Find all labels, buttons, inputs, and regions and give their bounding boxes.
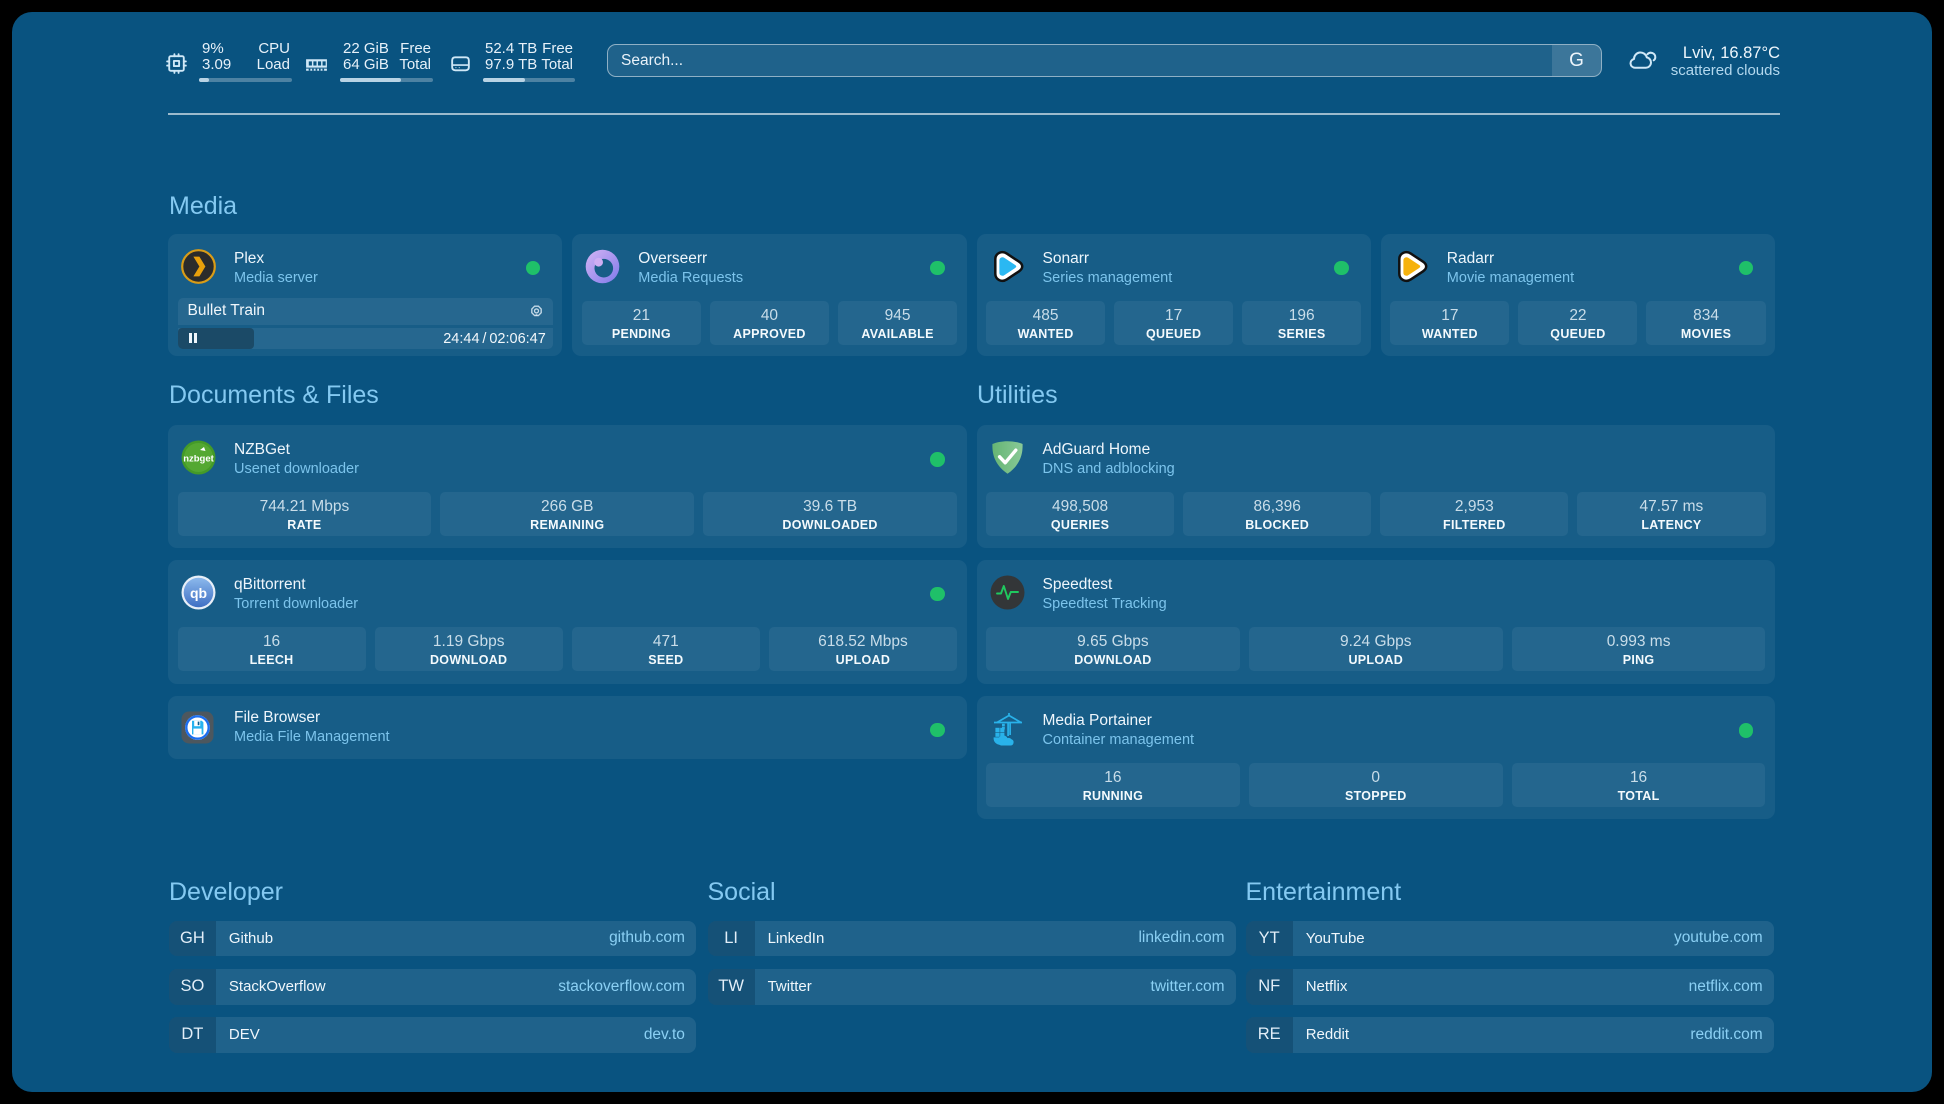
svg-text:qb: qb (190, 585, 207, 601)
svg-text:nzbget: nzbget (183, 454, 214, 465)
